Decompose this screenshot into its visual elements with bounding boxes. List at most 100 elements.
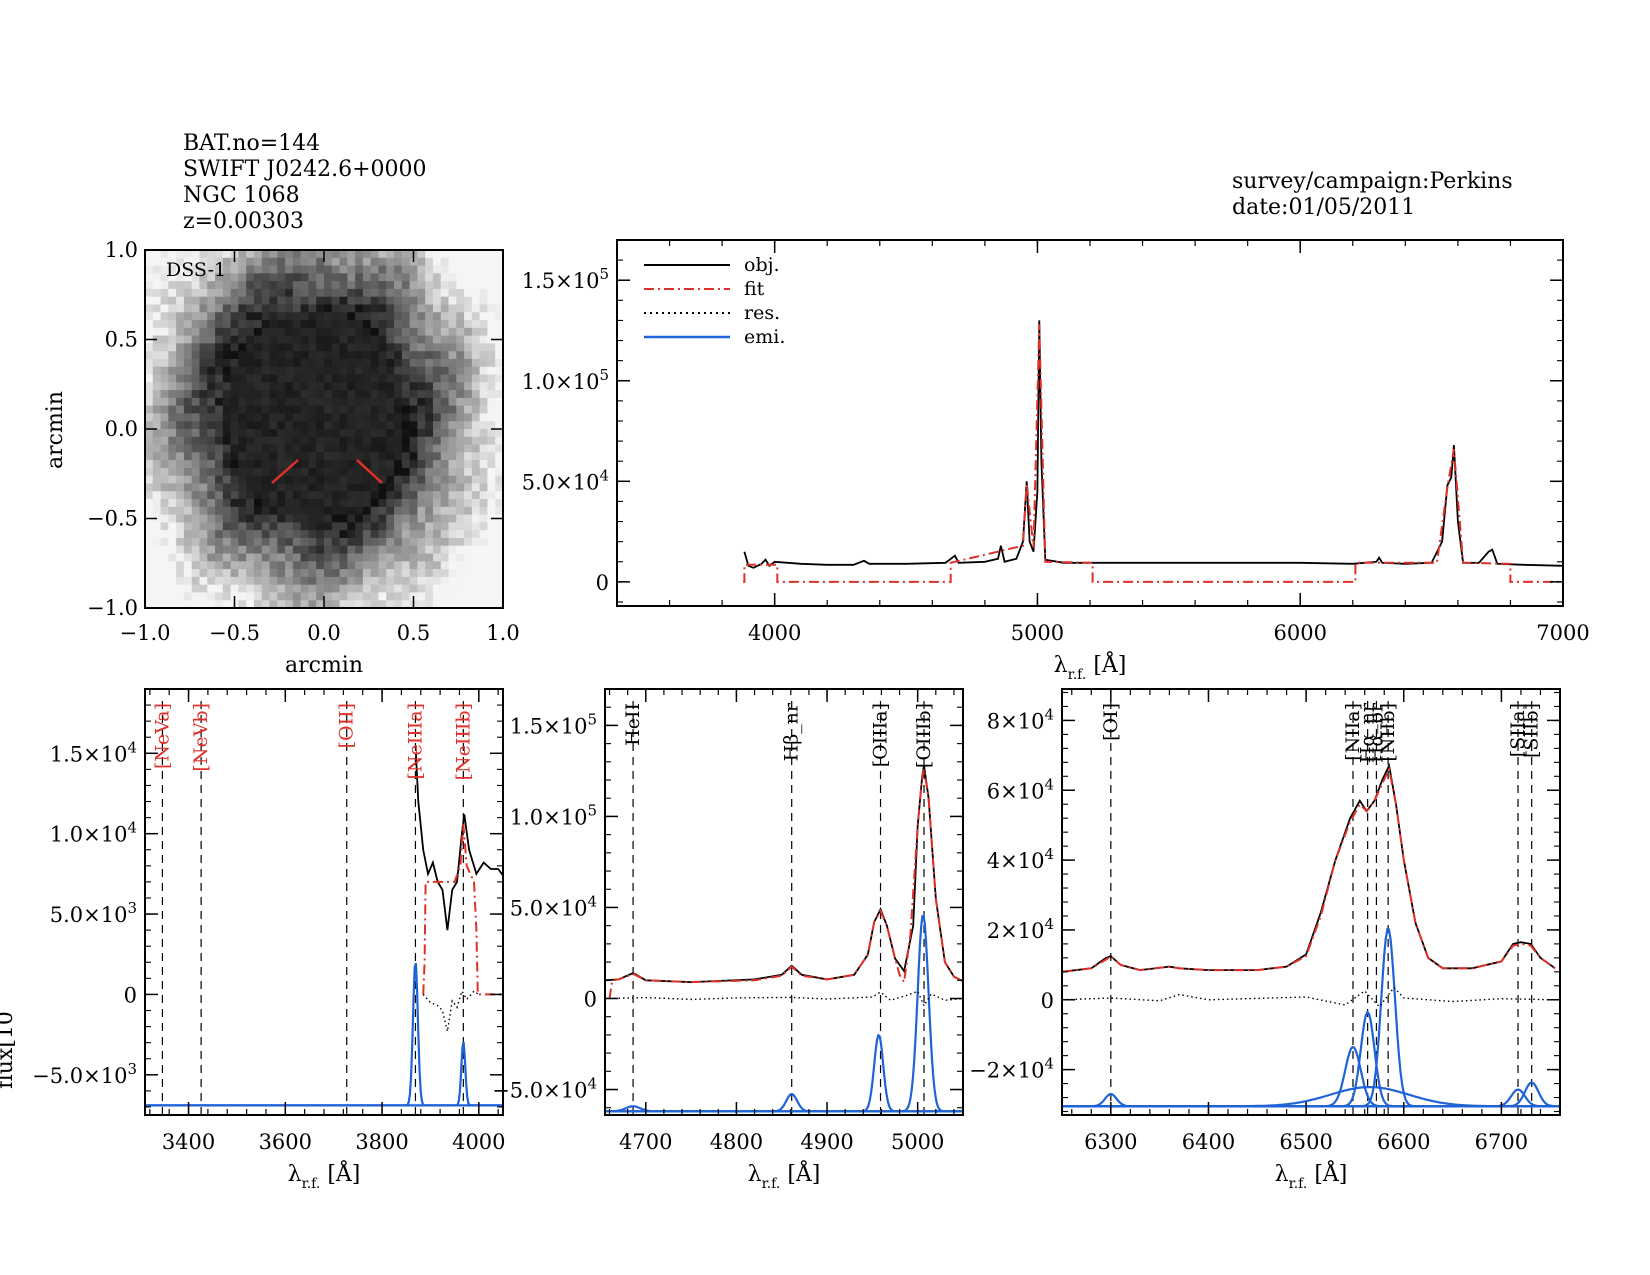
image-pixel: [285, 250, 294, 259]
image-pixel: [253, 522, 263, 531]
image-pixel: [370, 397, 380, 407]
image-pixel: [238, 499, 247, 508]
image-pixel: [471, 483, 481, 492]
image-pixel: [285, 545, 294, 555]
image-pixel: [176, 460, 185, 469]
image-pixel: [339, 522, 348, 531]
image-pixel: [285, 499, 294, 508]
image-pixel: [324, 351, 333, 360]
image-pixel: [339, 374, 348, 383]
image-pixel: [176, 483, 185, 492]
image-pixel: [331, 288, 341, 298]
image-pixel: [417, 397, 426, 407]
image-pixel: [277, 405, 286, 415]
image-pixel: [479, 592, 489, 601]
image-pixel: [425, 327, 434, 337]
image-pixel: [152, 273, 162, 282]
image-pixel: [238, 522, 247, 531]
image-pixel: [324, 592, 333, 601]
image-pixel: [253, 499, 263, 508]
image-pixel: [191, 499, 201, 508]
image-pixel: [145, 288, 154, 298]
plot-NeV-NeIII: [NeVa] [NeVb] [OII] [NeIIIa] [NeIIIb]3400 360…: [32, 688, 506, 1192]
image-pixel: [370, 475, 380, 485]
image-pixel: [339, 351, 348, 360]
image-pixel: [207, 561, 216, 570]
image-pixel: [401, 397, 411, 407]
y-tick-label: 2×104: [987, 915, 1054, 943]
image-pixel: [448, 296, 457, 306]
image-pixel: [479, 421, 489, 430]
image-pixel: [432, 281, 442, 290]
image-pixel: [339, 600, 348, 609]
image-pixel: [316, 250, 325, 259]
image-pixel: [432, 413, 442, 422]
image-pixel: [370, 491, 380, 500]
image-pixel: [308, 514, 317, 523]
image-pixel: [183, 390, 193, 399]
image-pixel: [339, 545, 348, 555]
image-pixel: [253, 514, 263, 523]
image-pixel: [215, 281, 224, 290]
image-pixel: [285, 351, 294, 360]
image-pixel: [230, 537, 239, 547]
image-pixel: [269, 374, 278, 383]
image-pixel: [370, 366, 380, 376]
image-pixel: [440, 304, 450, 313]
image-pixel: [277, 288, 286, 298]
image-pixel: [370, 288, 380, 298]
image-pixel: [277, 374, 286, 383]
image-pixel: [495, 600, 504, 609]
image-pixel: [487, 421, 496, 430]
x-tick-label: 3800: [355, 1130, 408, 1154]
line-label: [OII]: [336, 703, 358, 748]
image-pixel: [261, 429, 271, 438]
image-pixel: [285, 506, 294, 516]
image-pixel: [394, 514, 403, 523]
image-pixel: [471, 429, 481, 438]
image-pixel: [300, 522, 310, 531]
image-pixel: [145, 537, 154, 547]
image-pixel: [355, 429, 364, 438]
image-pixel: [152, 452, 162, 461]
image-pixel: [331, 413, 341, 422]
image-pixel: [168, 499, 177, 508]
image-pixel: [215, 436, 224, 446]
image-pixel: [464, 421, 473, 430]
image-pixel: [339, 343, 348, 352]
image-pixel: [495, 390, 504, 399]
image-pixel: [339, 413, 348, 422]
emission-component: [1062, 1045, 1560, 1108]
image-pixel: [339, 366, 348, 376]
image-pixel: [347, 397, 356, 407]
image-pixel: [456, 592, 465, 601]
image-pixel: [448, 320, 457, 329]
line-label: [NeVa]: [151, 703, 173, 769]
image-pixel: [261, 257, 271, 267]
image-pixel: [495, 584, 504, 594]
image-pixel: [370, 312, 380, 321]
image-pixel: [160, 390, 169, 399]
image-pixel: [495, 320, 504, 329]
image-pixel: [277, 327, 286, 337]
image-pixel: [347, 460, 356, 469]
image-pixel: [362, 281, 372, 290]
image-pixel: [183, 600, 193, 609]
image-pixel: [207, 405, 216, 415]
image-pixel: [160, 483, 169, 492]
image-pixel: [230, 288, 239, 298]
image-pixel: [432, 397, 442, 407]
image-pixel: [324, 320, 333, 329]
image-pixel: [487, 561, 496, 570]
image-pixel: [386, 561, 395, 570]
image-pixel: [176, 366, 185, 376]
image-pixel: [471, 296, 481, 306]
image-pixel: [253, 343, 263, 352]
image-pixel: [362, 467, 372, 477]
image-pixel: [324, 413, 333, 422]
image-pixel: [300, 366, 310, 376]
image-pixel: [300, 553, 310, 562]
image-pixel: [401, 561, 411, 570]
image-pixel: [168, 483, 177, 492]
image-pixel: [339, 429, 348, 438]
